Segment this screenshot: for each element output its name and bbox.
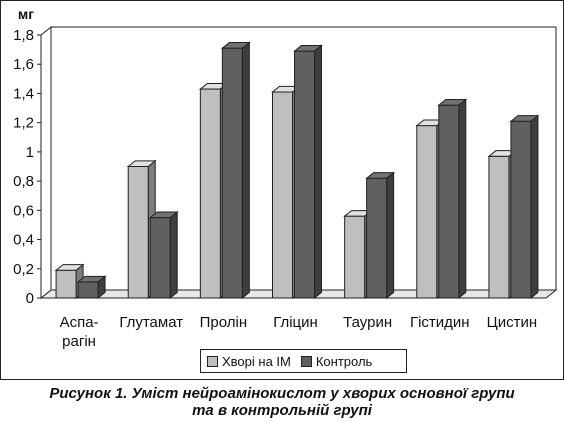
bar-side [241, 41, 250, 300]
bar-top [76, 275, 107, 283]
y-tick-label: 1,6 [13, 56, 34, 73]
bar-control [221, 47, 243, 299]
bar-patients [416, 125, 438, 299]
bar-control [366, 177, 388, 299]
bar-top [509, 115, 540, 122]
y-tick-label: 0 [26, 290, 34, 307]
bar-side [314, 44, 322, 300]
bar-control [77, 281, 99, 299]
y-tick-label: 0,2 [13, 261, 34, 278]
bar-side [169, 210, 178, 300]
x-category-label: Гістидин [410, 314, 470, 331]
legend-item-control: Контроль [300, 353, 373, 369]
bar-patients [199, 88, 221, 299]
bar-control [510, 120, 532, 299]
x-category-label: Глутамат [119, 314, 183, 331]
chart-side-wall [40, 25, 52, 300]
x-category-label: Таурин [343, 314, 392, 331]
y-tick-label: 1,8 [13, 27, 34, 44]
bar-top [54, 264, 85, 271]
bar-top [220, 42, 251, 49]
x-category-label: Пролін [200, 314, 248, 331]
chart-frame: 0 0,2 0,4 0,6 0,8 1 1,2 1,4 1,6 1,8 мг Аспа-рагін Гл… [0, 0, 564, 380]
bar-patients [272, 91, 293, 299]
y-tick-label: 0,4 [13, 232, 34, 249]
bar-patients [55, 269, 77, 299]
x-category-label: Гліцин [273, 314, 318, 331]
y-tick-label: 0,8 [13, 173, 34, 190]
bar-patients [127, 166, 149, 299]
bar-side [530, 114, 539, 300]
bar-control [149, 217, 171, 299]
bar-control [294, 50, 315, 299]
y-axis-unit-label: мг [18, 6, 34, 22]
caption-line-2: та в контрольній групі [192, 402, 372, 419]
y-tick-label: 1,4 [13, 85, 34, 102]
bar-patients [488, 155, 510, 299]
legend-label-control: Контроль [315, 353, 373, 369]
x-category-label: рагін [62, 333, 96, 350]
caption-line-1: Рисунок 1. Уміст нейроамінокислот у хвор… [49, 385, 515, 402]
bar-top [437, 99, 468, 106]
legend-label-patients: Хворі на ІМ [222, 353, 291, 369]
y-tick-label: 1 [26, 144, 34, 161]
bar-side [458, 98, 467, 300]
legend-swatch-control [300, 355, 312, 367]
x-category-label: Цистин [487, 314, 538, 331]
bar-top [148, 211, 179, 219]
bar-top [365, 172, 396, 179]
chart-legend: Хворі на ІМ Контроль [200, 349, 407, 373]
bar-top [126, 160, 157, 167]
y-tick-label: 1,2 [13, 115, 34, 132]
legend-swatch-patients [207, 355, 218, 367]
figure-caption: Рисунок 1. Уміст нейроамінокислот у хвор… [0, 385, 564, 419]
legend-item-patients: Хворі на ІМ [207, 354, 291, 369]
bar-control [438, 104, 460, 299]
bar-side [386, 171, 395, 300]
bar-patients [344, 215, 366, 299]
bar-top [293, 44, 323, 52]
y-tick-label: 0,6 [13, 202, 34, 219]
x-category-label: Аспа- [60, 314, 99, 331]
chart-plot: 0 0,2 0,4 0,6 0,8 1 1,2 1,4 1,6 1,8 мг Аспа-рагін Гл… [13, 6, 558, 350]
